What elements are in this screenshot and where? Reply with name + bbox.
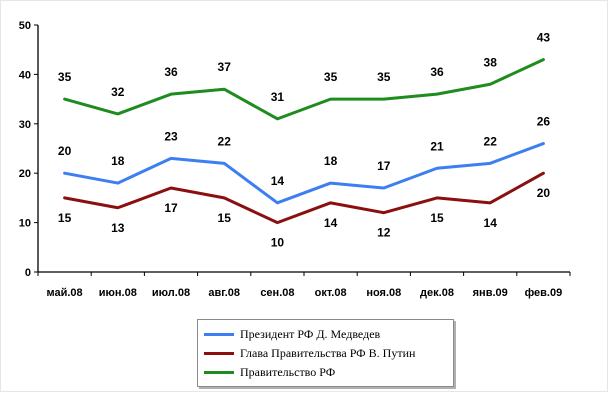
data-label-government: 36 — [164, 65, 178, 79]
data-label-government: 38 — [484, 55, 498, 69]
data-label-medvedev: 14 — [271, 174, 285, 188]
data-label-government: 35 — [324, 70, 338, 84]
y-tick-label: 30 — [19, 119, 31, 131]
data-label-putin: 15 — [218, 211, 232, 225]
series-line-government — [63, 58, 545, 121]
data-label-government: 35 — [377, 70, 391, 84]
legend-item-putin: Глава Правительства РФ В. Путин — [198, 344, 453, 363]
legend-label-medvedev: Президент РФ Д. Медведев — [240, 327, 381, 341]
data-label-government: 37 — [218, 60, 232, 74]
x-tick-label: янв.09 — [473, 287, 508, 299]
data-label-putin: 12 — [377, 226, 391, 240]
data-label-putin: 14 — [484, 216, 498, 230]
data-label-medvedev: 18 — [111, 154, 125, 168]
x-tick-label: авг.08 — [208, 287, 240, 299]
data-label-medvedev: 22 — [218, 134, 232, 148]
axes: 0 10 20 30 40 50 май.08 июн.08 июл.08 авг.08 сен.0… — [19, 20, 571, 299]
data-label-government: 43 — [537, 31, 551, 45]
data-label-medvedev: 21 — [430, 139, 444, 153]
y-tick-label: 10 — [19, 218, 31, 230]
data-label-putin: 15 — [58, 211, 72, 225]
data-label-government: 36 — [430, 65, 444, 79]
data-label-putin: 17 — [164, 201, 178, 215]
data-label-putin: 14 — [324, 216, 338, 230]
data-label-government: 35 — [58, 70, 72, 84]
legend-label-government: Правительство РФ — [240, 365, 336, 379]
x-tick-label: май.08 — [47, 287, 83, 299]
y-tick-label: 0 — [25, 267, 31, 279]
x-tick-label: июн.08 — [99, 287, 137, 299]
x-tick-label: фев.09 — [525, 287, 563, 299]
legend-swatch-government — [204, 371, 234, 374]
series-lines — [63, 58, 545, 225]
data-label-putin: 10 — [271, 236, 285, 250]
data-label-government: 31 — [271, 90, 285, 104]
x-tick-label: дек.08 — [420, 287, 454, 299]
data-label-medvedev: 23 — [164, 129, 178, 143]
data-label-putin: 15 — [430, 211, 444, 225]
data-label-medvedev: 17 — [377, 159, 391, 173]
y-tick-label: 40 — [19, 69, 31, 81]
y-tick-label: 50 — [19, 20, 31, 32]
data-label-government: 32 — [111, 85, 125, 99]
data-label-putin: 20 — [537, 186, 551, 200]
x-tick-label: ноя.08 — [366, 287, 401, 299]
x-tick-label: июл.08 — [152, 287, 190, 299]
x-tick-label: окт.08 — [315, 287, 347, 299]
y-tick-label: 20 — [19, 168, 31, 180]
data-label-medvedev: 22 — [484, 134, 498, 148]
legend-item-medvedev: Президент РФ Д. Медведев — [198, 325, 453, 344]
data-label-medvedev: 20 — [58, 144, 72, 158]
legend-swatch-putin — [204, 352, 234, 355]
series-line-medvedev — [63, 142, 545, 205]
data-label-medvedev: 26 — [537, 115, 551, 129]
data-labels: 20 18 23 22 14 18 17 21 22 26 15 13 17 15 10 14 12 15 14 20… — [58, 31, 550, 250]
legend-label-putin: Глава Правительства РФ В. Путин — [240, 346, 416, 360]
legend-swatch-medvedev — [204, 333, 234, 336]
legend-item-government: Правительство РФ — [198, 363, 453, 382]
data-label-putin: 13 — [111, 221, 125, 235]
x-tick-label: сен.08 — [260, 287, 294, 299]
legend: Президент РФ Д. Медведев Глава Правитель… — [197, 319, 454, 387]
data-label-medvedev: 18 — [324, 154, 338, 168]
series-line-putin — [63, 171, 545, 225]
